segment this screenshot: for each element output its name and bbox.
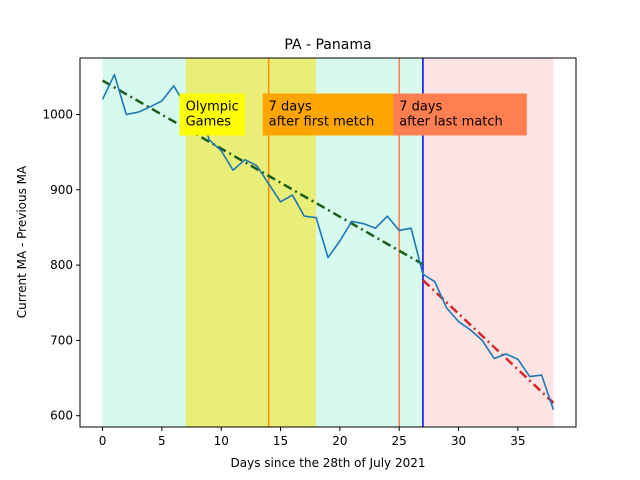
- trend-line-1: [422, 279, 555, 404]
- x-tick-label-6: 30: [451, 434, 466, 448]
- annotation-box-2: [393, 93, 527, 136]
- plot-frame: [79, 57, 577, 428]
- trend-lines: [101, 79, 555, 404]
- y-tick-label-1: 700: [50, 333, 73, 347]
- chart-title: PA - Panama: [284, 37, 371, 53]
- annotation-box-0: [179, 93, 245, 136]
- trend-line-0: [101, 79, 424, 266]
- y-tick-label-0: 600: [50, 409, 73, 423]
- annotation-text-0-1: Games: [186, 114, 232, 129]
- x-tick-label-2: 10: [214, 434, 229, 448]
- y-tick-label-4: 1000: [42, 107, 73, 121]
- x-tick-label-1: 5: [158, 434, 166, 448]
- x-axis-label: Days since the 28th of July 2021: [231, 456, 426, 470]
- series-line-0: [101, 73, 555, 410]
- x-axis-ticks: 0 5 10 15 20 25 30 35: [99, 427, 525, 448]
- annotation-text-0-0: Olympic: [186, 99, 239, 114]
- series-lines: [101, 73, 555, 410]
- annotation-text-1-0: 7 days: [269, 99, 312, 114]
- y-axis-ticks: 600 700 800 900 1000: [42, 107, 80, 423]
- annotation-text-1-1: after first metch: [269, 114, 375, 129]
- x-tick-label-7: 35: [510, 434, 525, 448]
- shaded-region-0: [102, 58, 186, 427]
- x-tick-label-0: 0: [99, 434, 107, 448]
- annotation-text-2-1: after last match: [399, 114, 503, 129]
- y-tick-label-2: 800: [50, 258, 73, 272]
- annotation-text-2-0: 7 days: [399, 99, 442, 114]
- x-tick-label-4: 20: [332, 434, 347, 448]
- y-tick-label-3: 900: [50, 183, 73, 197]
- x-tick-label-3: 15: [273, 434, 288, 448]
- annotation-box-1: [262, 93, 404, 136]
- x-tick-label-5: 25: [392, 434, 407, 448]
- y-axis-label: Current MA - Previous MA: [15, 165, 29, 318]
